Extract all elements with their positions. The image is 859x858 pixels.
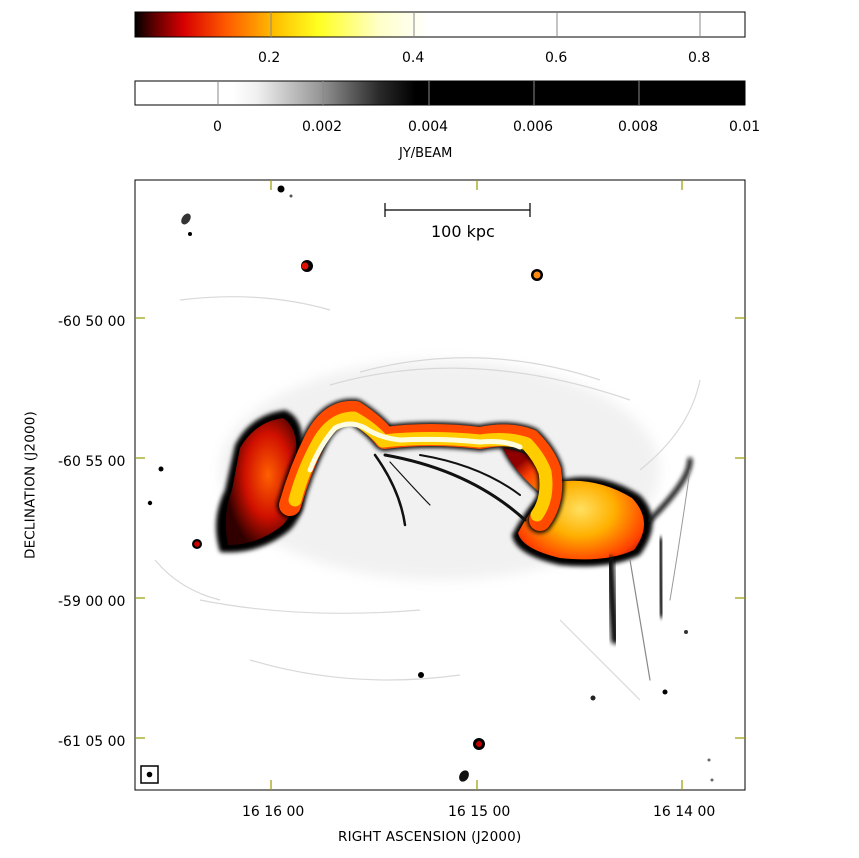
jet-filaments (373, 453, 527, 527)
heat-colorbar (134, 11, 746, 38)
heat-tick-label: 0.6 (545, 50, 568, 66)
y-axis-title: DECLINATION (J2000) (22, 410, 39, 560)
x-axis-title: RIGHT ASCENSION (J2000) (338, 829, 522, 845)
y-tick-label: -59 00 00 (58, 594, 126, 610)
gray-tick-label: 0 (213, 119, 222, 135)
x-tick-label: 16 14 00 (653, 804, 716, 820)
heat-tick-label: 0.2 (258, 50, 281, 66)
beam-marker (140, 765, 159, 784)
x-tick-label: 16 16 00 (242, 804, 305, 820)
y-tick-label: -60 50 00 (58, 314, 126, 330)
y-tick-label: -61 05 00 (58, 734, 126, 750)
colorbar-unit-label: JY/BEAM (399, 146, 453, 161)
axis-ticks (135, 180, 745, 790)
gray-colorbar (134, 80, 746, 106)
scale-bar-label: 100 kpc (431, 222, 495, 241)
x-tick-label: 16 15 00 (448, 804, 511, 820)
gray-tick-label: 0.004 (408, 119, 449, 135)
right-tails (606, 457, 693, 681)
gray-tick-label: 0.008 (618, 119, 659, 135)
y-tick-label: -60 55 00 (58, 454, 126, 470)
left-lobe (225, 418, 297, 545)
gray-tick-label: 0.01 (729, 119, 761, 135)
point-sources (147, 185, 714, 782)
gray-tick-label: 0.006 (513, 119, 554, 135)
radio-image (134, 179, 746, 791)
gray-tick-label: 0.002 (302, 119, 343, 135)
heat-tick-label: 0.8 (688, 50, 711, 66)
heat-tick-label: 0.4 (402, 50, 425, 66)
scale-bar (384, 203, 531, 217)
